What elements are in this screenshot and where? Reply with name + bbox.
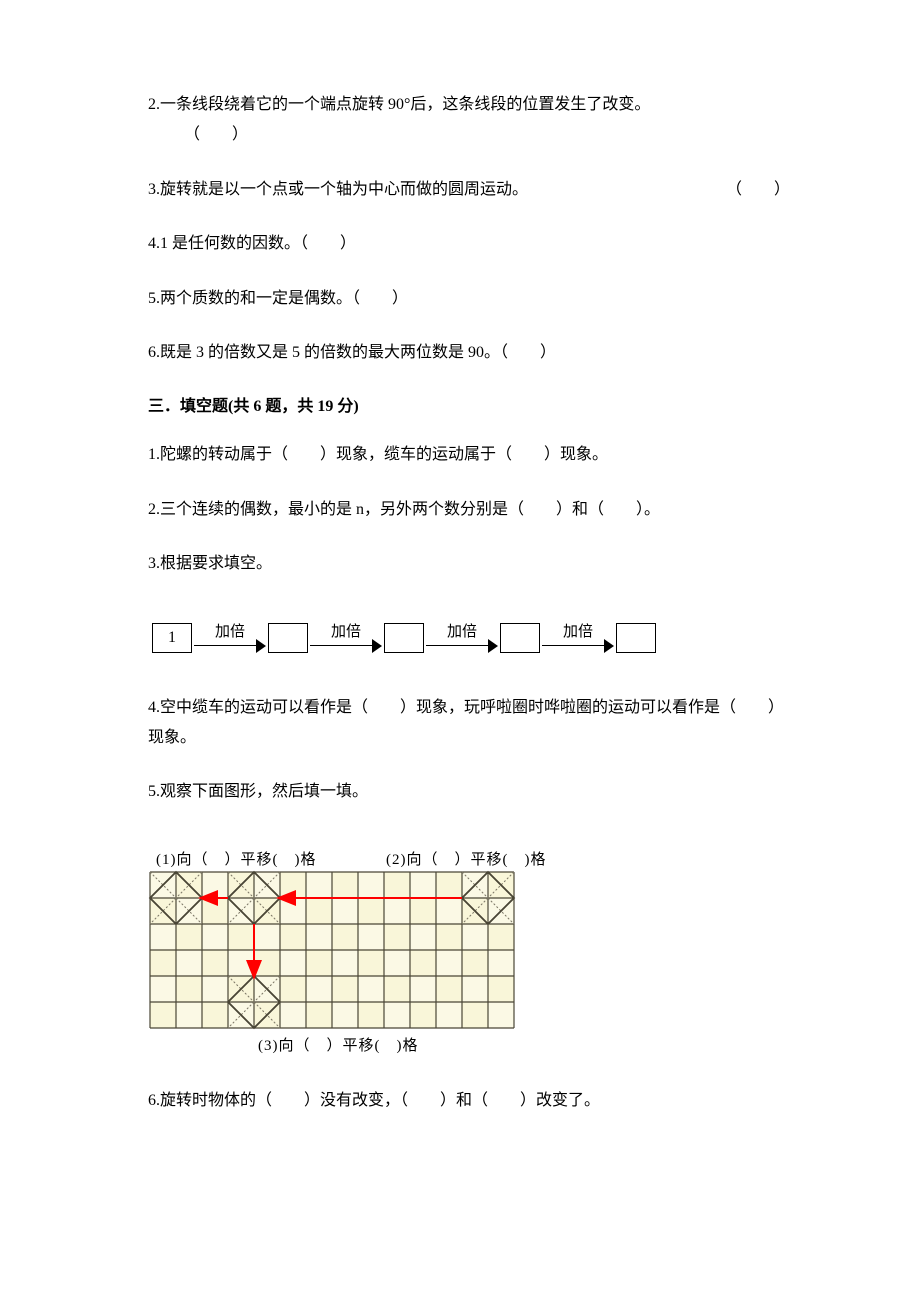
flow-arrow: 加倍 <box>426 620 498 653</box>
q3-5-text: 5.观察下面图形，然后填一填。 <box>148 783 368 800</box>
grid-figure: (1)向（ ）平移( )格 (2)向（ ）平移( )格 (3)向（ ）平移( )… <box>148 848 588 1056</box>
flow-arrow: 加倍 <box>310 620 382 653</box>
q3-3-text: 3.根据要求填空。 <box>148 555 272 572</box>
grid-caption-2: (2)向（ ）平移( )格 <box>386 848 546 869</box>
q2-2-text: 2.一条线段绕着它的一个端点旋转 90°后，这条线段的位置发生了改变。 <box>148 96 650 113</box>
q3-6-text: 6.旋转时物体的（ ）没有改变，（ ）和（ ）改变了。 <box>148 1092 600 1109</box>
flow-box <box>616 623 656 653</box>
flow-box: 1 <box>152 623 192 653</box>
flow-box <box>268 623 308 653</box>
q3-1-text: 1.陀螺的转动属于（ ）现象，缆车的运动属于（ ）现象。 <box>148 446 608 463</box>
q2-5: 5.两个质数的和一定是偶数。（ ） <box>148 284 790 314</box>
flow-arrow: 加倍 <box>542 620 614 653</box>
q3-1: 1.陀螺的转动属于（ ）现象，缆车的运动属于（ ）现象。 <box>148 440 790 470</box>
q3-4-text: 4.空中缆车的运动可以看作是（ ）现象，玩呼啦圈时哗啦圈的运动可以看作是（ ）现… <box>148 699 784 746</box>
flow-box <box>500 623 540 653</box>
flow-diagram: 1加倍加倍加倍加倍 <box>152 620 790 653</box>
grid-svg <box>148 870 516 1030</box>
q2-3: 3.旋转就是以一个点或一个轴为中心而做的圆周运动。 （ ） <box>148 175 790 205</box>
flow-box <box>384 623 424 653</box>
q2-2-paren: （ ） <box>184 120 790 150</box>
q3-4: 4.空中缆车的运动可以看作是（ ）现象，玩呼啦圈时哗啦圈的运动可以看作是（ ）现… <box>148 693 790 754</box>
q2-3-paren: （ ） <box>726 175 790 205</box>
q2-3-text: 3.旋转就是以一个点或一个轴为中心而做的圆周运动。 <box>148 175 710 205</box>
q3-2-text: 2.三个连续的偶数，最小的是 n，另外两个数分别是（ ）和（ ）。 <box>148 501 660 518</box>
q2-4-text: 4.1 是任何数的因数。（ ） <box>148 235 356 252</box>
grid-caption-1: (1)向（ ）平移( )格 <box>156 848 316 869</box>
q2-4: 4.1 是任何数的因数。（ ） <box>148 229 790 259</box>
grid-caption-3: (3)向（ ）平移( )格 <box>258 1034 418 1055</box>
q2-2: 2.一条线段绕着它的一个端点旋转 90°后，这条线段的位置发生了改变。 （ ） <box>148 90 790 151</box>
q3-5: 5.观察下面图形，然后填一填。 <box>148 777 790 807</box>
flow-arrow: 加倍 <box>194 620 266 653</box>
q2-5-text: 5.两个质数的和一定是偶数。（ ） <box>148 290 408 307</box>
q2-6: 6.既是 3 的倍数又是 5 的倍数的最大两位数是 90。（ ） <box>148 338 790 368</box>
q2-6-text: 6.既是 3 的倍数又是 5 的倍数的最大两位数是 90。（ ） <box>148 344 556 361</box>
q3-6: 6.旋转时物体的（ ）没有改变，（ ）和（ ）改变了。 <box>148 1086 790 1116</box>
section3-heading: 三．填空题(共 6 题，共 19 分) <box>148 392 790 416</box>
q3-2: 2.三个连续的偶数，最小的是 n，另外两个数分别是（ ）和（ ）。 <box>148 495 790 525</box>
q3-3: 3.根据要求填空。 <box>148 549 790 579</box>
